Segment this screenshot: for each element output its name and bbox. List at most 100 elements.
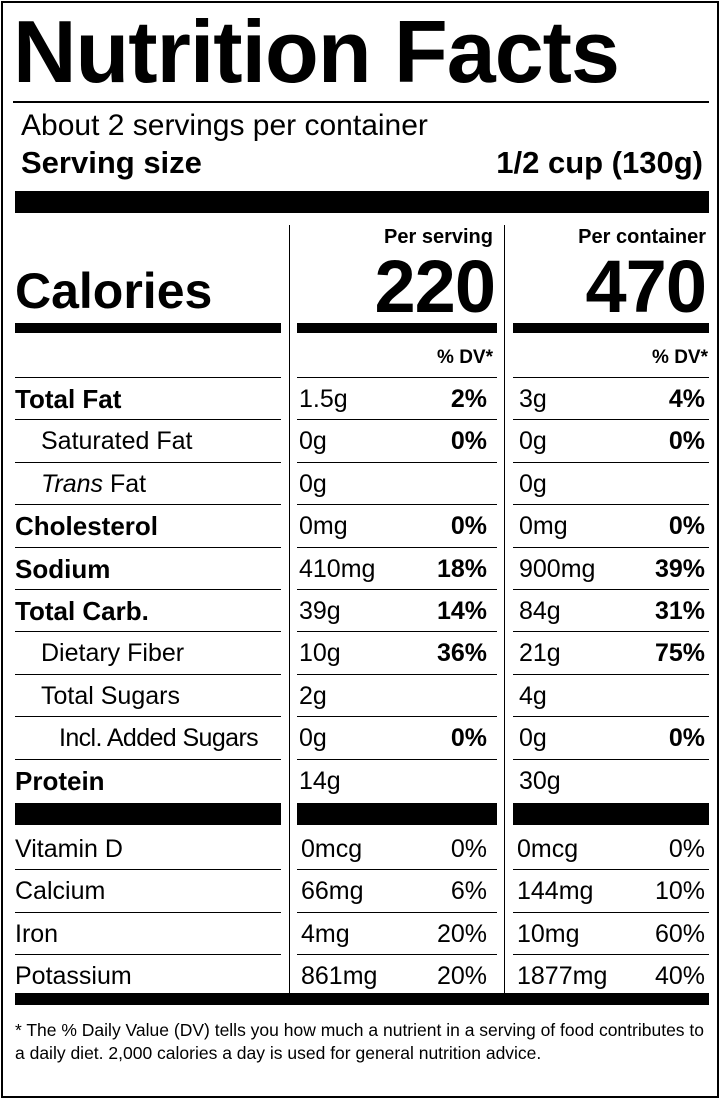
container-amount: 0g — [519, 469, 547, 498]
serving-amount: 861mg — [301, 962, 378, 991]
calories-per-container: 470 — [585, 245, 707, 328]
vitamin-row: Vitamin D 0mcg 0% 0mcg 0% — [3, 827, 717, 869]
container-amount: 144mg — [517, 877, 594, 906]
serving-dv: 0% — [450, 724, 487, 753]
container-amount: 900mg — [519, 554, 596, 583]
serving-size-value: 1/2 cup (130g) — [496, 145, 703, 180]
vitamin-label: Calcium — [15, 877, 106, 906]
divider-medium — [513, 323, 709, 333]
container-dv: 0% — [668, 835, 705, 863]
serving-amount: 14g — [299, 766, 341, 795]
dv-header-container: % DV* — [652, 347, 708, 368]
container-amount: 84g — [519, 597, 561, 625]
serving-amount: 0g — [299, 469, 327, 498]
nutrient-row: Dietary Fiber 10g 36% 21g 75% — [3, 631, 717, 673]
serving-amount: 0mg — [299, 512, 348, 541]
serving-dv: 2% — [450, 385, 487, 413]
divider-thick — [513, 803, 709, 825]
container-dv: 4% — [668, 385, 705, 413]
container-amount: 3g — [519, 385, 547, 413]
container-amount: 10mg — [517, 919, 580, 948]
divider-medium — [15, 323, 281, 333]
container-amount: 4g — [519, 681, 547, 710]
vitamin-label: Iron — [15, 919, 59, 948]
serving-amount: 66mg — [301, 877, 364, 906]
container-dv: 0% — [668, 427, 705, 456]
serving-dv: 36% — [436, 639, 487, 668]
vitamin-row: Potassium 861mg 20% 1877mg 40% — [3, 954, 717, 996]
nutrient-row: Total Sugars 2g 4g — [3, 673, 717, 716]
nutrient-label: Cholesterol — [15, 511, 159, 542]
nutrient-label: Total Sugars — [41, 681, 180, 710]
divider-thick — [15, 191, 709, 213]
container-amount: 0g — [519, 427, 547, 456]
footnote: * The % Daily Value (DV) tells you how m… — [15, 1020, 705, 1063]
per-serving-header: Per serving — [384, 226, 493, 248]
serving-dv: 0% — [450, 835, 487, 863]
container-amount: 21g — [519, 639, 561, 668]
container-amount: 0g — [519, 724, 547, 753]
container-amount: 1877mg — [517, 962, 608, 991]
container-amount: 30g — [519, 766, 561, 795]
container-dv: 60% — [654, 919, 705, 948]
divider-thick — [297, 803, 497, 825]
container-dv: 75% — [654, 639, 705, 668]
vitamin-row: Iron 4mg 20% 10mg 60% — [3, 911, 717, 954]
container-dv: 31% — [654, 597, 705, 625]
nutrient-label: Total Carb. — [15, 596, 149, 626]
divider-medium — [15, 993, 709, 1005]
serving-dv: 6% — [450, 877, 487, 906]
nutrient-row: Total Fat 1.5g 2% 3g 4% — [3, 377, 717, 419]
container-dv: 39% — [654, 554, 705, 583]
dv-header-serving: % DV* — [437, 347, 493, 368]
serving-size-label: Serving size — [21, 145, 202, 180]
nutrient-row: Incl. Added Sugars 0g 0% 0g 0% — [3, 716, 717, 758]
serving-amount: 2g — [299, 681, 327, 710]
nutrient-row: Trans Fat 0g 0g — [3, 461, 717, 504]
container-dv: 0% — [668, 512, 705, 541]
column-separator — [289, 225, 290, 993]
servings-per-container: About 2 servings per container — [21, 109, 428, 142]
serving-dv: 18% — [436, 554, 487, 583]
container-dv: 0% — [668, 724, 705, 753]
calories-per-serving: 220 — [374, 245, 496, 328]
nutrient-label: Incl. Added Sugars — [59, 724, 259, 753]
nutrient-row: Sodium 410mg 18% 900mg 39% — [3, 546, 717, 589]
calories-label: Calories — [15, 263, 213, 319]
container-amount: 0mcg — [517, 835, 579, 863]
nutrient-label: Trans Fat — [41, 469, 147, 498]
serving-amount: 1.5g — [299, 385, 348, 413]
nutrient-label: Total Fat — [15, 384, 122, 414]
serving-dv: 14% — [436, 597, 487, 625]
serving-amount: 10g — [299, 639, 341, 668]
vitamin-label: Potassium — [15, 962, 132, 991]
vitamin-label: Vitamin D — [15, 835, 123, 863]
container-dv: 40% — [654, 962, 705, 991]
serving-amount: 39g — [299, 597, 341, 625]
nutrient-label: Protein — [15, 765, 105, 796]
nutrient-label: Saturated Fat — [41, 427, 193, 456]
nutrient-row: Protein 14g 30g — [3, 758, 717, 801]
label-title: Nutrition Facts — [13, 2, 620, 101]
nutrient-label: Sodium — [15, 553, 111, 584]
serving-amount: 0g — [299, 724, 327, 753]
per-container-header: Per container — [578, 226, 706, 248]
serving-amount: 0g — [299, 427, 327, 456]
divider-thin — [13, 101, 709, 103]
container-dv: 10% — [654, 877, 705, 906]
serving-dv: 20% — [436, 962, 487, 991]
serving-amount: 410mg — [299, 554, 376, 583]
nutrient-label: Dietary Fiber — [41, 639, 185, 668]
nutrient-row: Saturated Fat 0g 0% 0g 0% — [3, 419, 717, 461]
serving-dv: 0% — [450, 427, 487, 456]
column-separator — [504, 225, 505, 993]
serving-dv: 0% — [450, 512, 487, 541]
serving-dv: 20% — [436, 919, 487, 948]
vitamin-row: Calcium 66mg 6% 144mg 10% — [3, 869, 717, 911]
serving-amount: 4mg — [301, 919, 350, 948]
container-amount: 0mg — [519, 512, 568, 541]
divider-medium — [297, 323, 497, 333]
nutrient-row: Total Carb. 39g 14% 84g 31% — [3, 589, 717, 631]
serving-amount: 0mcg — [301, 835, 363, 863]
